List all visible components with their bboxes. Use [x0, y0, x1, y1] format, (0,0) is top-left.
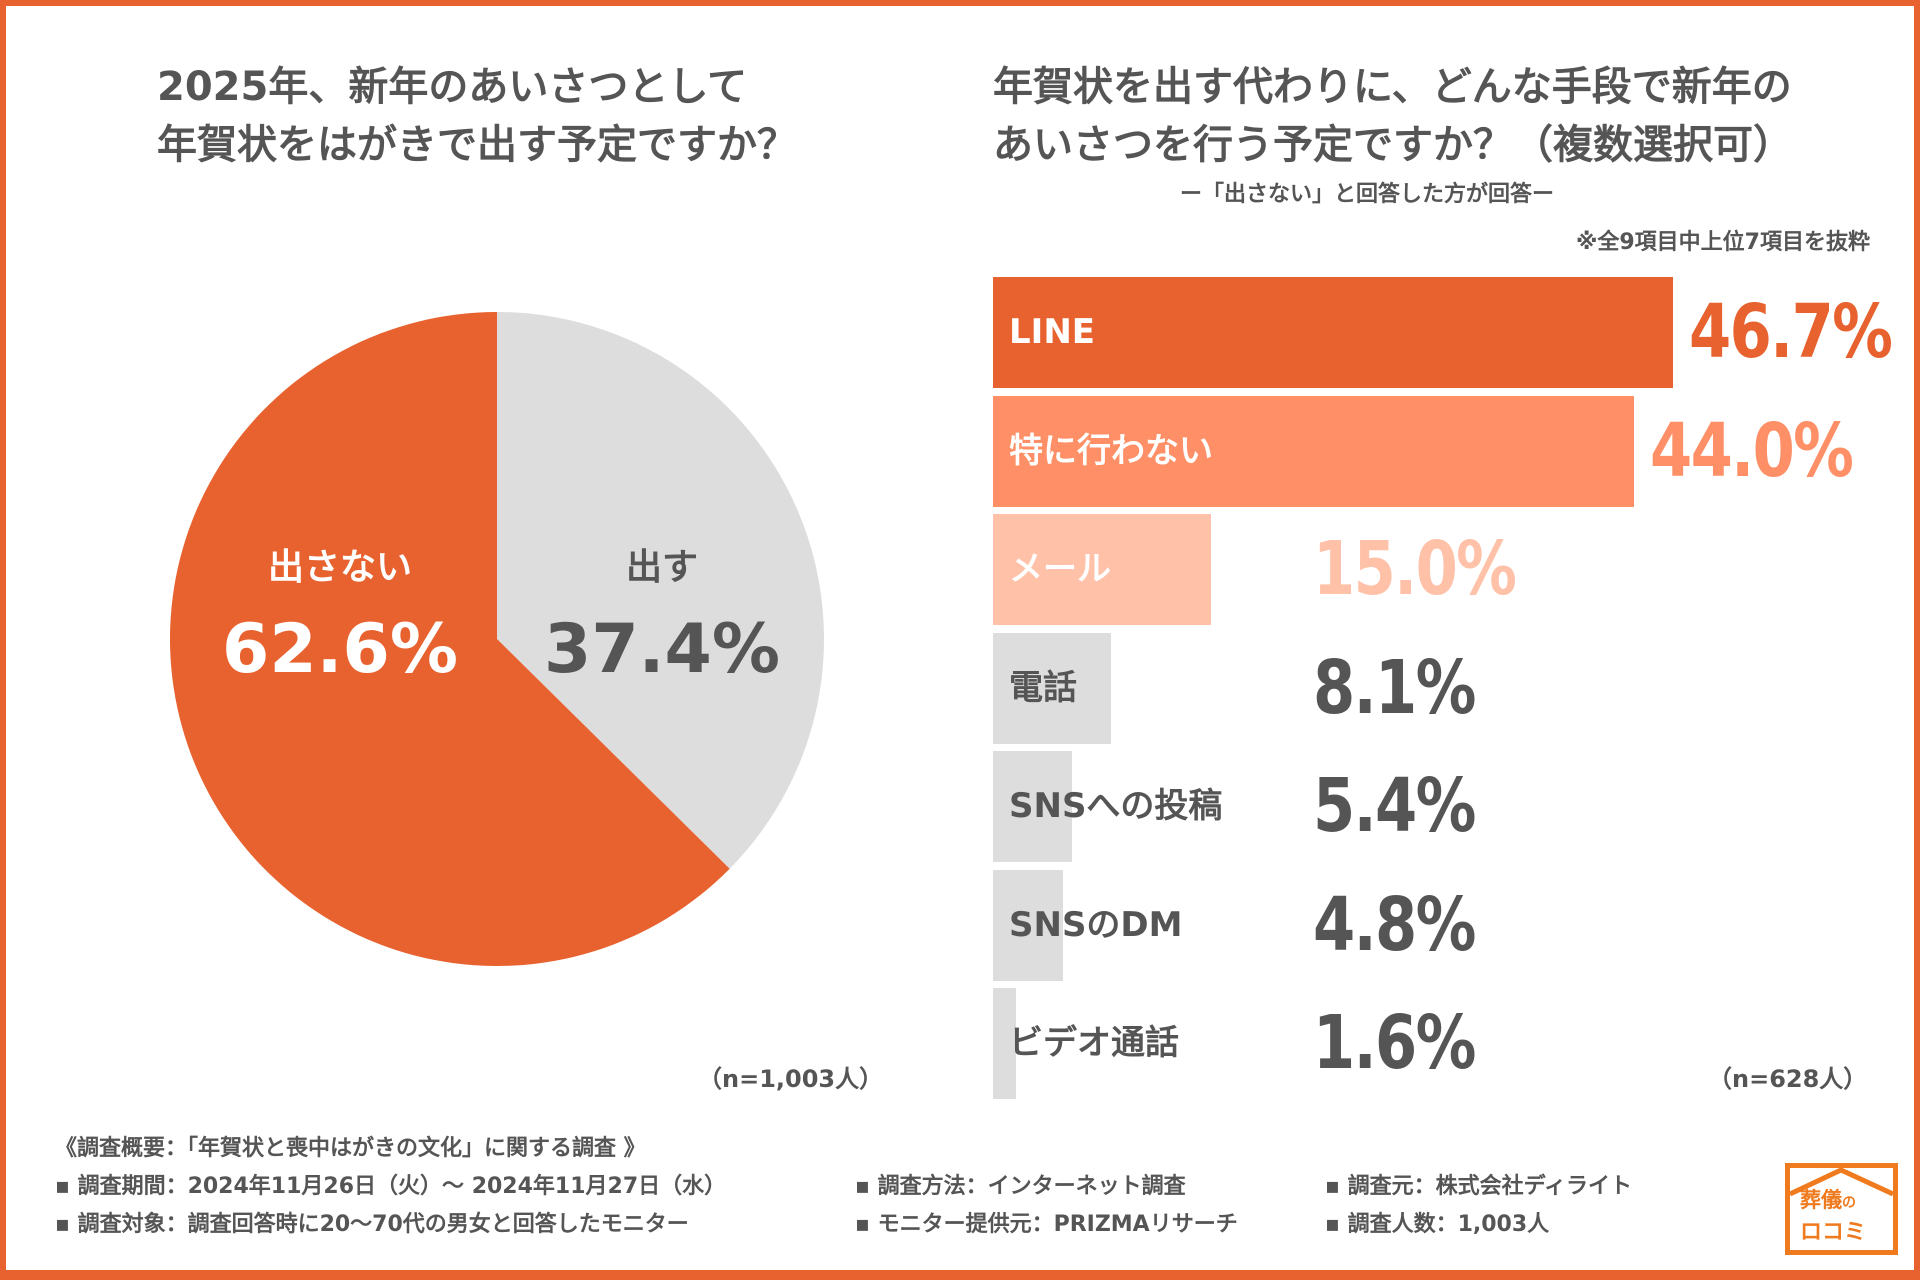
bar-label: 特に行わない	[1009, 430, 1213, 471]
bar-label: SNSのDM	[1009, 904, 1183, 945]
logo-text-top: 葬儀の	[1800, 1188, 1856, 1212]
pie-value-dasu: 37.4%	[544, 610, 780, 689]
bar-value: 44.0%	[1649, 407, 1854, 494]
pie-label-dasu: 出す	[625, 547, 699, 588]
footer-method: ▪ 調査方法：インターネット調査	[855, 1174, 1186, 1199]
bar-value: 4.8%	[1313, 881, 1476, 968]
bar-label: メール	[1009, 549, 1111, 589]
bar-label: 電話	[1009, 667, 1077, 708]
logo: 葬儀の ロコミ	[1785, 1163, 1898, 1255]
footer-source: ▪ 調査元：株式会社ディライト	[1325, 1174, 1633, 1199]
footer-period: ▪ 調査期間：2024年11月26日（火）～ 2024年11月27日（水）	[55, 1174, 727, 1199]
bar-value: 46.7%	[1689, 289, 1893, 375]
bar-title-line1: 年賀状を出す代わりに、どんな手段で新年の	[993, 64, 1792, 110]
bar-5: SNSのDM	[993, 869, 1183, 981]
bar-subtitle: ー「出さない」と回答した方が回答ー	[1180, 182, 1555, 207]
bar-2: メール	[993, 514, 1212, 625]
bar-value: 8.1%	[1313, 644, 1476, 731]
footer-provider: ▪ モニター提供元：PRIZMAリサーチ	[855, 1212, 1238, 1237]
pie-slice-0	[497, 312, 824, 869]
bar-3: 電話	[993, 632, 1111, 744]
bar-label: LINE	[1009, 312, 1095, 352]
logo-house-icon	[1790, 1168, 1893, 1197]
bar-label: ビデオ通話	[1009, 1023, 1179, 1063]
bar-n-note: （n=628人）	[1708, 1065, 1868, 1093]
bar-value: 15.0%	[1313, 526, 1517, 612]
pie-value-dasanai: 62.6%	[222, 610, 458, 689]
bar-0: LINE	[993, 277, 1673, 388]
footer-count: ▪ 調査人数：1,003人	[1325, 1212, 1550, 1237]
bar-value: 5.4%	[1313, 763, 1476, 849]
bar-label: SNSへの投稿	[1009, 786, 1223, 826]
pie-title: 2025年、新年のあいさつとして 年賀状をはがきで出す予定ですか？	[157, 58, 797, 174]
bar-value: 1.6%	[1313, 1000, 1476, 1086]
bar-6: ビデオ通話	[993, 988, 1179, 1099]
bar-title-line2: あいさつを行う予定ですか？（複数選択可）	[993, 122, 1793, 168]
bar-4: SNSへの投稿	[993, 751, 1222, 862]
bar-1: 特に行わない	[993, 395, 1634, 507]
pie-slice-1	[170, 312, 730, 966]
footer: 《調査概要：「年賀状と喪中はがきの文化」に関する調査 》 ▪ 調査期間：2024…	[55, 1134, 1755, 1240]
pie-label-dasanai: 出さない	[267, 547, 413, 588]
bar-annotation: ※全9項目中上位7項目を抜粋	[1575, 230, 1870, 255]
bar-title: 年賀状を出す代わりに、どんな手段で新年の あいさつを行う予定ですか？（複数選択可…	[993, 58, 1793, 174]
footer-heading: 《調査概要：「年賀状と喪中はがきの文化」に関する調査 》	[55, 1136, 646, 1161]
footer-target: ▪ 調査対象：調査回答時に20～70代の男女と回答したモニター	[55, 1212, 689, 1237]
pie-chart	[170, 312, 824, 966]
pie-title-line1: 2025年、新年のあいさつとして	[157, 64, 748, 110]
pie-title-line2: 年賀状をはがきで出す予定ですか？	[157, 122, 797, 168]
pie-n-note: （n=1,003人）	[698, 1065, 884, 1093]
logo-text-bottom: ロコミ	[1800, 1220, 1867, 1245]
